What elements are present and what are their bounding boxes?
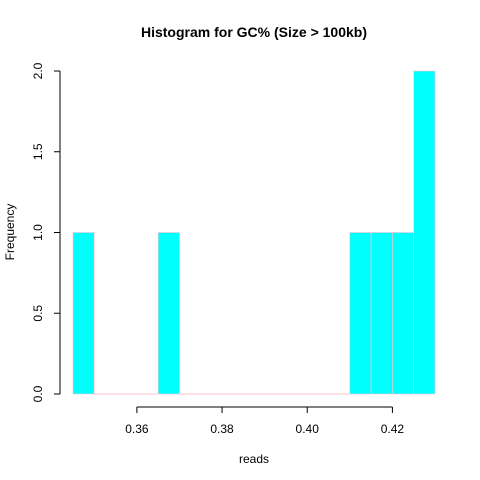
histogram-bar-0: [72, 232, 95, 395]
x-tick-label-1: 0.38: [210, 422, 234, 436]
y-tick-label-4: 2.0: [31, 62, 45, 79]
x-tick-label-0: 0.36: [125, 422, 149, 436]
y-axis: 0.0 0.5 1.0 1.5 2.0: [31, 62, 61, 402]
chart-title: Histogram for GC% (Size > 100kb): [141, 24, 367, 40]
histogram-bar-14: [370, 232, 393, 395]
x-tick-label-3: 0.42: [381, 422, 405, 436]
y-tick-label-2: 1.0: [31, 224, 45, 241]
y-tick-label-1: 0.5: [31, 305, 45, 322]
bars-group: [72, 70, 436, 395]
histogram-bar-15: [392, 232, 415, 395]
y-tick-label-3: 1.5: [31, 143, 45, 160]
x-axis: 0.36 0.38 0.40 0.42: [125, 406, 405, 436]
histogram-bar-13: [349, 232, 372, 395]
histogram-bar-4: [157, 232, 180, 395]
y-axis-label: Frequency: [3, 204, 17, 261]
y-tick-label-0: 0.0: [31, 385, 45, 402]
histogram-bar-16: [413, 70, 436, 395]
x-axis-label: reads: [239, 452, 269, 466]
x-tick-label-2: 0.40: [296, 422, 320, 436]
